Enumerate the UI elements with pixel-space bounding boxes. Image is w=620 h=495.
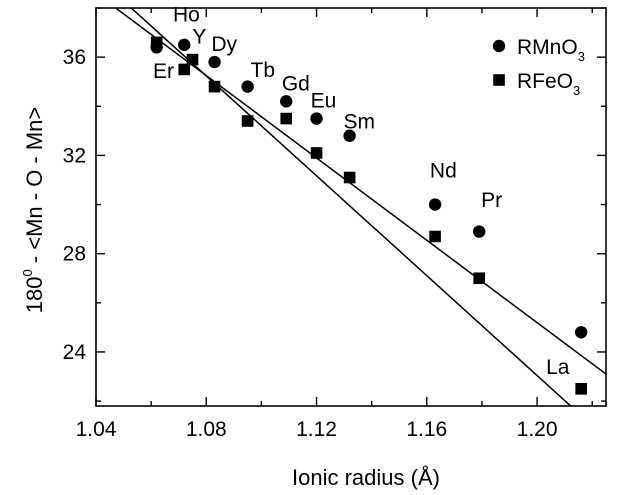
y-tick-label: 24 (63, 341, 87, 364)
point-label: Y (192, 26, 206, 49)
point-rmno3 (241, 80, 254, 93)
legend-marker-square (493, 74, 505, 86)
point-rfeo3 (280, 112, 293, 125)
axis-ticks: 1.04 1.08 1.12 1.16 1.20 24 28 32 36 (63, 7, 606, 441)
y-tick-label: 28 (63, 243, 86, 266)
point-rmno3 (280, 95, 293, 108)
point-rfeo3 (208, 80, 221, 93)
point-rfeo3 (150, 36, 163, 49)
point-label: Pr (481, 189, 502, 212)
point-label: La (546, 356, 570, 379)
plot-area (95, 7, 607, 407)
plot-frame (95, 7, 607, 407)
point-rmno3 (343, 129, 356, 142)
legend-marker-circle (492, 39, 506, 53)
point-rfeo3 (241, 115, 254, 127)
x-tick-label: 1.12 (296, 418, 337, 441)
point-rfeo3 (429, 230, 441, 243)
legend-label: RFeO3 (517, 70, 580, 98)
x-tick-label: 1.04 (76, 418, 117, 441)
legend-label: RMnO3 (517, 36, 585, 64)
legend-label-sub: 3 (578, 49, 585, 64)
point-rfeo3 (343, 171, 356, 184)
point-label: Ho (173, 4, 200, 27)
point-rfeo3 (575, 383, 587, 395)
point-label: Eu (311, 90, 337, 113)
point-label: Tb (251, 59, 276, 82)
x-tick-label: 1.20 (517, 418, 558, 441)
point-rfeo3 (186, 53, 199, 66)
y-axis-title-sup: 0 (20, 269, 35, 276)
point-rmno3 (428, 198, 442, 211)
point-label: Sm (344, 110, 376, 133)
y-axis-title-main: 180 (22, 277, 47, 314)
point-rfeo3 (473, 272, 485, 285)
data-points (150, 36, 588, 395)
point-rmno3 (208, 55, 221, 69)
y-tick-label: 36 (63, 46, 86, 69)
fit-line-2 (130, 8, 572, 406)
y-tick-label: 32 (63, 144, 86, 167)
point-label: Nd (430, 160, 457, 183)
fit-lines (114, 8, 606, 406)
point-rmno3 (472, 225, 486, 238)
point-rmno3 (178, 38, 191, 52)
legend-label-sub: 3 (573, 83, 580, 98)
point-rfeo3 (178, 63, 191, 76)
point-label: Er (153, 60, 174, 83)
x-axis-title: Ionic radius (Å) (292, 465, 440, 490)
y-axis-title-rest: - <Mn - O - Mn> (22, 107, 47, 270)
x-tick-label: 1.08 (186, 418, 227, 441)
y-axis-title: 1800 - <Mn - O - Mn> (20, 107, 47, 314)
point-label: Dy (211, 33, 237, 56)
point-rmno3 (310, 112, 323, 125)
legend-label-main: RMnO (517, 36, 578, 59)
fit-line-1 (114, 8, 606, 375)
x-tick-label: 1.16 (406, 418, 447, 441)
point-rmno3 (574, 326, 588, 339)
point-label: Gd (282, 72, 310, 95)
legend-label-main: RFeO (517, 70, 573, 93)
point-rfeo3 (310, 147, 323, 159)
